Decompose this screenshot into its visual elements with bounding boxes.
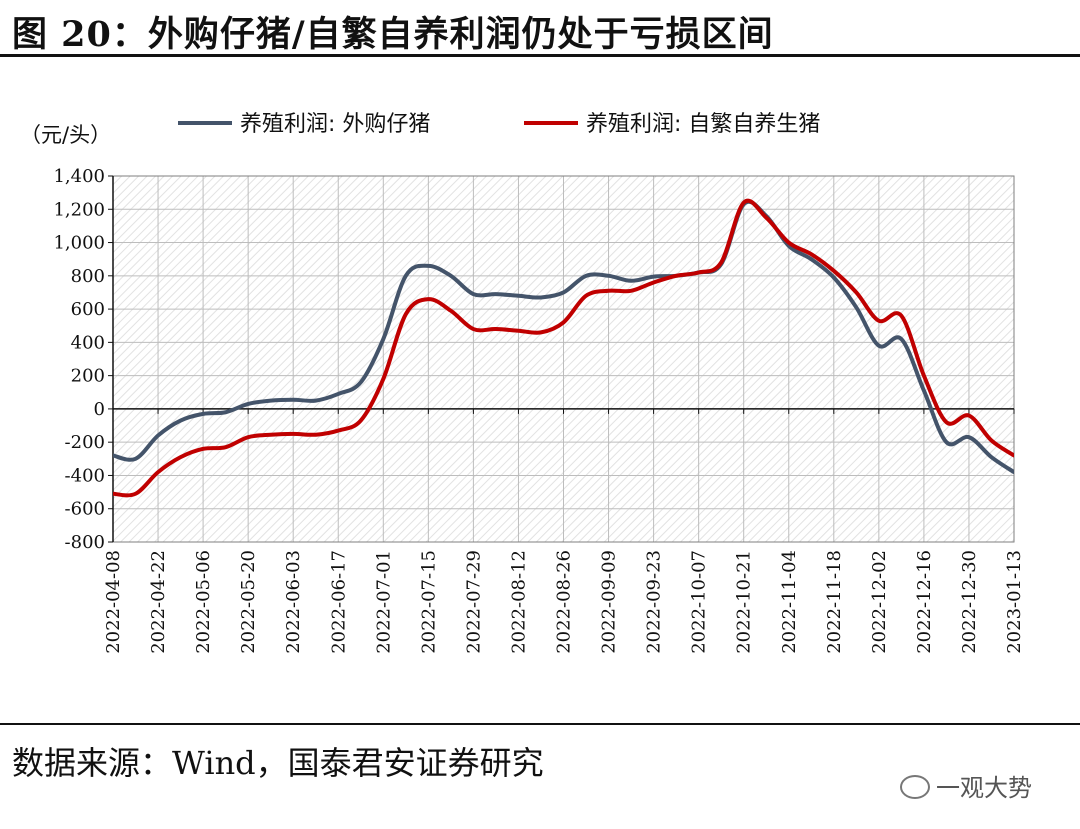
x-tick-label: 2022-12-16 [914,550,935,654]
x-tick-label: 2022-06-17 [328,550,349,654]
series-line-0 [113,199,1014,475]
y-tick-label: 600 [71,299,105,320]
x-tick-label: 2022-05-20 [238,550,259,654]
y-axis-unit-label: （元/头） [20,123,111,147]
x-tick-label: 2022-05-06 [193,550,214,654]
legend-label-purchased-piglets: 养殖利润: 外购仔猪 [240,112,430,137]
source-note: 数据来源：Wind，国泰君安证券研究 [12,744,544,782]
line-chart: -800 -600 -400 -200 0 200 400 600 800 1,000 1,200 1… [20,112,1025,654]
legend: 养殖利润: 外购仔猪 养殖利润: 自繁自养生猪 [178,112,820,137]
y-tick-label: 800 [71,266,105,287]
y-tick-labels: -800 -600 -400 -200 0 200 400 600 800 1,000 1,200 1… [53,166,105,553]
x-tick-label: 2022-04-08 [103,550,124,654]
y-tick-label: 1,400 [53,166,105,187]
y-tick-label: -800 [65,532,105,553]
y-tick-label: 400 [71,332,105,353]
x-tick-label: 2022-08-12 [508,550,529,654]
x-tick-label: 2022-04-22 [148,550,169,654]
x-tick-label: 2022-09-09 [599,550,620,654]
y-tick-label: -400 [65,465,105,486]
watermark-text: 一观大势 [936,774,1032,802]
figure-title: 图 20：外购仔猪/自繁自养利润仍处于亏损区间 [12,14,774,55]
y-tick-label: -200 [65,432,105,453]
x-tick-label: 2022-10-21 [734,550,755,654]
x-tick-label: 2022-11-04 [779,550,800,654]
x-tick-label: 2022-07-15 [418,550,439,654]
x-tick-label: 2022-12-02 [869,550,890,654]
x-tick-labels: 2022-04-08 2022-04-22 2022-05-06 2022-05-20… [103,550,1025,654]
x-tick-label: 2022-08-26 [554,550,575,654]
source-divider [0,723,1080,725]
x-tick-label: 2022-12-30 [959,550,980,654]
series-lines [113,198,1014,498]
wechat-logo-icon [900,775,930,799]
x-tick-label: 2022-07-01 [373,550,394,654]
grid-lines [112,175,1015,543]
x-tick-label: 2023-01-13 [1004,550,1025,654]
legend-label-self-bred: 养殖利润: 自繁自养生猪 [586,112,820,137]
y-tick-label: 1,000 [53,233,105,254]
y-tick-label: 200 [71,366,105,387]
axes [108,175,1015,543]
y-tick-label: 0 [94,399,105,420]
x-tick-label: 2022-09-23 [644,550,665,654]
x-tick-label: 2022-07-29 [463,550,484,654]
x-tick-label: 2022-06-03 [283,550,304,654]
x-tick-label: 2022-11-18 [824,550,845,654]
x-tick-label: 2022-10-07 [689,550,710,654]
watermark: 一观大势 [900,768,1032,803]
title-divider [0,54,1080,57]
y-tick-label: 1,200 [53,199,105,220]
y-tick-label: -600 [65,499,105,520]
series-line-1 [113,198,1014,498]
